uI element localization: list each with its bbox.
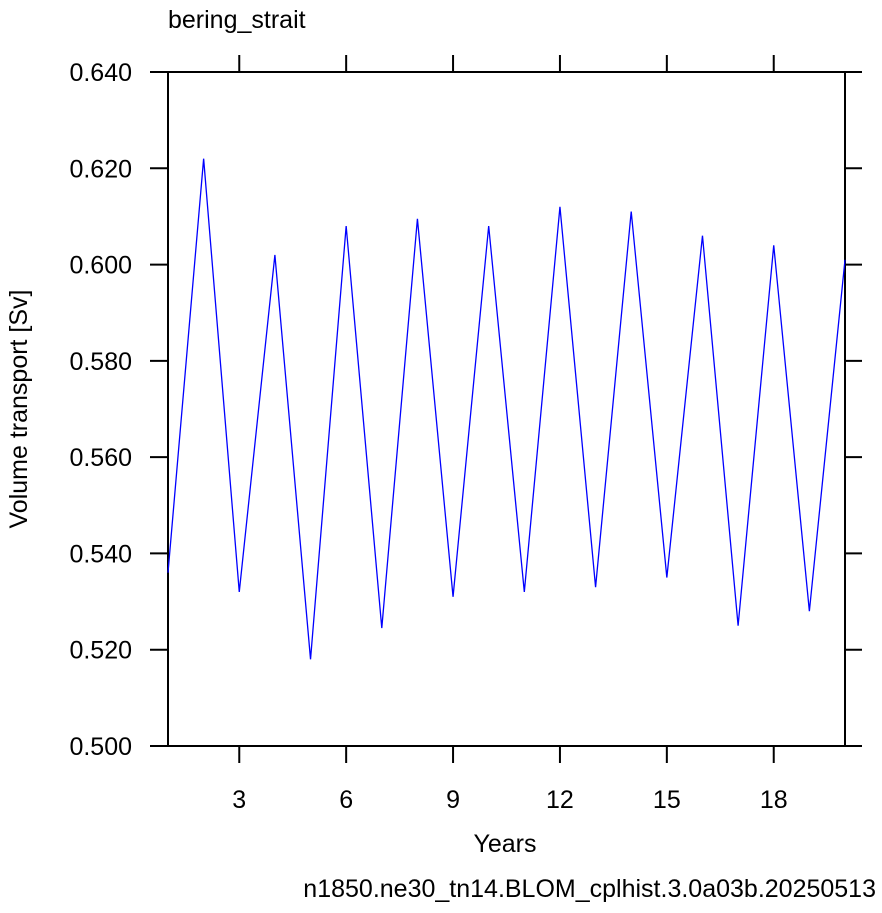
plot-frame xyxy=(167,71,846,747)
y-tick-label: 0.640 xyxy=(69,59,132,87)
footer: n1850.ne30_tn14.BLOM_cplhist.3.0a03b.202… xyxy=(303,875,876,903)
data-line xyxy=(167,158,846,660)
x-tick-label: 6 xyxy=(339,786,353,814)
y-tick-label: 0.540 xyxy=(69,540,132,568)
x-tick-label: 15 xyxy=(653,786,681,814)
x-tick-label: 3 xyxy=(232,786,246,814)
x-tick-label: 9 xyxy=(446,786,460,814)
y-tick-label: 0.600 xyxy=(69,252,132,280)
x-axis-label: Years xyxy=(473,830,536,858)
y-tick-label: 0.620 xyxy=(69,155,132,183)
x-tick-label: 12 xyxy=(546,786,574,814)
y-tick-label: 0.520 xyxy=(69,637,132,665)
y-tick-label: 0.580 xyxy=(69,348,132,376)
chart-title: bering_strait xyxy=(168,6,306,34)
y-axis-label: Volume transport [Sv] xyxy=(5,289,33,528)
x-tick-label: 18 xyxy=(760,786,788,814)
y-tick-label: 0.500 xyxy=(69,733,132,761)
y-tick-label: 0.560 xyxy=(69,444,132,472)
